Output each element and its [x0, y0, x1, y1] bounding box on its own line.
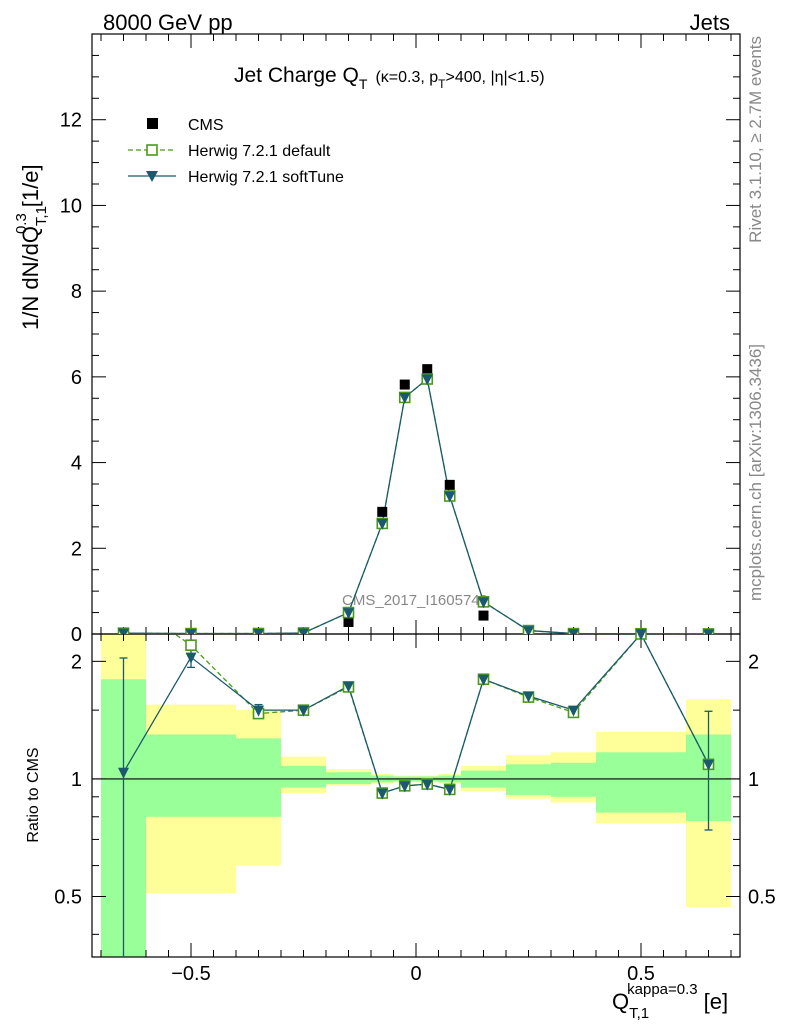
ratio-point-softtune — [343, 681, 354, 693]
xlabel-unit: [e] — [704, 989, 728, 1014]
green-band-bin — [551, 762, 596, 797]
data-point-softtune — [185, 629, 197, 634]
ratio-point-softtune — [185, 652, 197, 664]
ylabel-sub: T,1 — [33, 206, 50, 226]
ratio-point-softtune — [421, 779, 433, 791]
green-band-bin — [506, 764, 551, 795]
x-tick-label: −0.5 — [171, 963, 210, 985]
legend-label-cms: CMS — [188, 117, 224, 134]
data-point-softtune — [568, 629, 579, 634]
data-point-softtune — [343, 608, 354, 620]
data-point-softtune — [478, 597, 489, 609]
ylabel-sup: 0.3 — [13, 213, 30, 234]
data-point-softtune — [523, 626, 534, 634]
ratio-tick-label-right: 0.5 — [748, 887, 776, 909]
xlabel-sup: kappa=0.3 — [627, 981, 697, 998]
green-band-bin — [146, 734, 236, 817]
legend-label-default: Herwig 7.2.1 default — [188, 143, 331, 160]
ratio-point-softtune — [444, 784, 456, 796]
green-band-bin — [281, 765, 326, 788]
y-tick-label: 10 — [60, 195, 82, 217]
series-line-softtune — [123, 377, 709, 634]
data-point-softtune — [635, 629, 647, 634]
chart-title: Jet Charge QT (κ=0.3, pT>400, |η|<1.5) — [234, 64, 545, 92]
ratio-point-softtune — [568, 705, 579, 717]
data-point-cms — [399, 379, 410, 390]
data-point-softtune — [376, 518, 388, 530]
ratio-point-softtune — [703, 759, 714, 771]
ratio-series — [118, 593, 715, 957]
title-paren-close: >400, |η|<1.5) — [446, 69, 545, 86]
ratio-bands — [101, 634, 731, 957]
ratio-tick-label-right: 2 — [748, 651, 759, 673]
title-paren-open: (κ=0.3, p — [375, 69, 438, 86]
ratio-point-softtune — [118, 767, 129, 779]
ratio-point-default — [119, 593, 129, 603]
ratio-y-axis-title: Ratio to CMS — [25, 747, 42, 842]
ratio-tick-label-right: 1 — [748, 769, 759, 791]
y-tick-label: 12 — [60, 110, 82, 132]
data-point-cms — [422, 364, 433, 375]
green-band-bin — [236, 738, 281, 817]
ylabel-main: 1/N dN/dQ — [18, 226, 43, 330]
x-tick-label: 0.5 — [627, 963, 655, 985]
xlabel-main: Q — [612, 989, 629, 1014]
data-point-softtune — [399, 392, 411, 404]
y-tick-label: 2 — [71, 538, 82, 560]
data-point-cms — [444, 479, 455, 490]
data-point-softtune — [298, 628, 309, 634]
ratio-tick-label-left: 2 — [71, 651, 82, 673]
ratio-point-default — [185, 639, 197, 651]
green-band-bin — [326, 772, 371, 785]
legend-marker-cms — [147, 118, 158, 129]
ratio-line-softtune — [122, 634, 710, 794]
rivet-version-label: Rivet 3.1.10, ≥ 2.7M events — [746, 36, 765, 243]
analysis-watermark: CMS_2017_I1605749 — [342, 592, 488, 609]
data-point-cms — [343, 617, 354, 627]
title-main-sub: T — [359, 76, 368, 92]
legend-label-softtune: Herwig 7.2.1 softTune — [188, 169, 344, 186]
green-band-bin — [596, 752, 686, 813]
ratio-point-softtune — [298, 705, 309, 717]
data-point-softtune — [703, 629, 714, 634]
legend-marker-softtune — [146, 171, 158, 182]
ratio-point-softtune — [523, 691, 534, 703]
legend-marker-default — [146, 144, 158, 156]
title-paren-sub: T — [438, 77, 446, 91]
title-main: Jet Charge Q — [234, 64, 359, 87]
ratio-point-softtune — [253, 705, 264, 717]
ratio-point-softtune — [399, 781, 411, 793]
data-point-cms — [377, 506, 388, 517]
svg-text:Jet Charge QT(κ=0.3, pT>400, |: Jet Charge QT (κ=0.3, pT>400, |η|<1.5) — [234, 64, 545, 92]
svg-text:QT,1kappa=0.3[e]: QT,1 kappa=0.3 [e] — [612, 981, 728, 1022]
ylabel-unit: [1/e] — [18, 164, 43, 207]
main-series — [117, 364, 715, 634]
y-tick-label: 8 — [71, 281, 82, 303]
y-axis-title: 1/N dN/dQT,10.3 [1/e] — [13, 164, 50, 330]
mcplots-label: mcplots.cern.ch [arXiv:1306.3436] — [746, 344, 765, 601]
data-point-softtune — [444, 491, 456, 503]
data-point-softtune — [421, 374, 433, 386]
x-tick-label: 0 — [410, 963, 421, 985]
data-point-softtune — [253, 628, 264, 634]
svg-text:1/N dN/dQT,10.3[1/e]: 1/N dN/dQT,10.3 [1/e] — [13, 164, 50, 330]
ratio-point-softtune — [637, 634, 645, 641]
y-tick-label: 4 — [71, 453, 82, 475]
y-tick-label: 6 — [71, 367, 82, 389]
data-point-softtune — [118, 628, 129, 634]
header-jets-label: Jets — [690, 10, 730, 35]
y-tick-label: 0 — [71, 624, 82, 646]
x-axis-title: QT,1 kappa=0.3 [e] — [612, 981, 728, 1022]
ratio-tick-label-left: 0.5 — [54, 887, 82, 909]
ratio-point-softtune — [478, 674, 489, 686]
legend: CMS Herwig 7.2.1 default Herwig 7.2.1 so… — [128, 117, 344, 186]
header-energy-label: 8000 GeV pp — [103, 10, 233, 35]
xlabel-sub: T,1 — [629, 1005, 649, 1022]
ratio-point-softtune — [376, 788, 388, 800]
ratio-tick-label-left: 1 — [71, 769, 82, 791]
data-point-cms — [478, 610, 489, 621]
